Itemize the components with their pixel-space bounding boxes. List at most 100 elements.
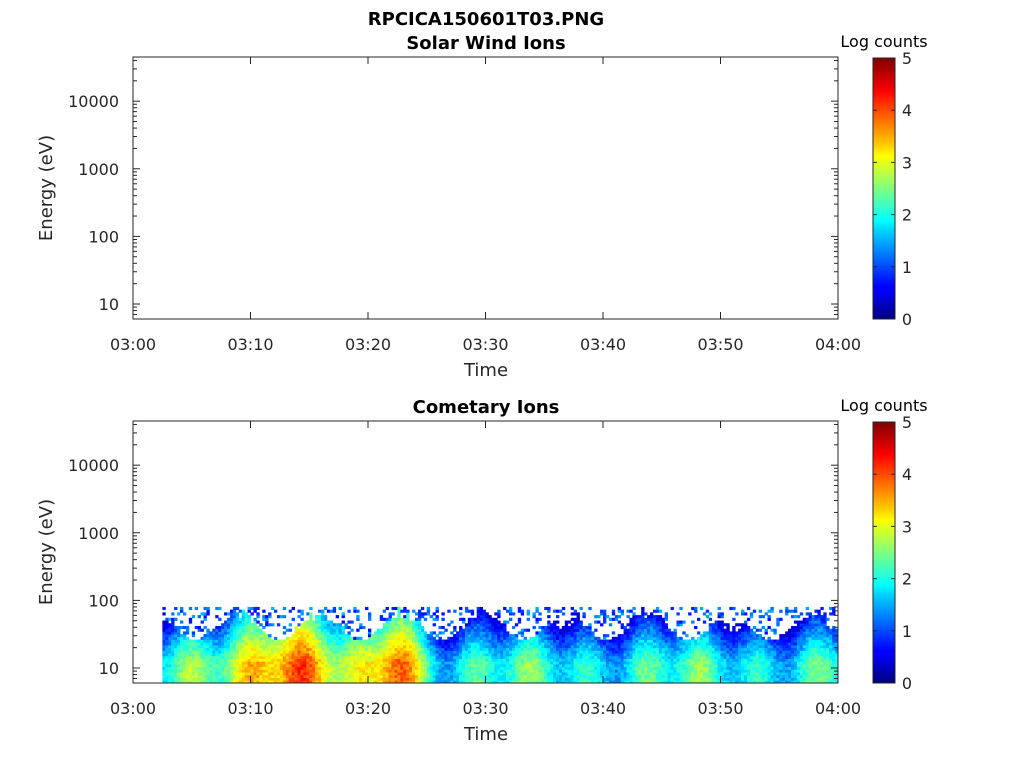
spectrogram-cell: [241, 615, 246, 619]
spectrogram-cell: [732, 642, 736, 646]
spectrogram-cell: [699, 680, 704, 683]
spectrogram-cell: [641, 628, 645, 632]
spectrogram-cell: [746, 631, 751, 635]
spectrogram-cell: [670, 650, 674, 654]
spectrogram-cell: [717, 677, 721, 681]
spectrogram-cell: [632, 615, 636, 619]
spectrogram-cell: [174, 663, 178, 668]
spectrogram-cell: [585, 661, 589, 665]
spectrogram-cell: [197, 639, 201, 643]
spectrogram-cell: [406, 674, 410, 678]
spectrogram-cell: [409, 644, 413, 649]
spectrogram-cell: [556, 615, 560, 619]
spectrogram-cell: [761, 639, 765, 643]
spectrogram-cell: [553, 658, 557, 662]
spectrogram-cell: [291, 650, 295, 654]
spectrogram-cell: [415, 636, 419, 640]
spectrogram-cell: [423, 674, 428, 678]
spectrogram-cell: [329, 653, 334, 657]
spectrogram-cell: [332, 674, 337, 678]
spectrogram-cell: [244, 625, 248, 630]
spectrogram-cell: [168, 655, 172, 659]
spectrogram-cell: [403, 647, 407, 651]
spectrogram-cell: [385, 650, 389, 654]
spectrogram-cell: [274, 666, 278, 670]
spectrogram-cell: [764, 680, 768, 683]
spectrogram-cell: [788, 653, 792, 657]
spectrogram-cell: [423, 612, 428, 616]
spectrogram-cell: [506, 650, 510, 654]
spectrogram-cell: [520, 655, 525, 659]
spectrogram-cell: [365, 639, 369, 643]
spectrogram-cell: [215, 647, 219, 651]
spectrogram-cell: [494, 634, 498, 638]
spectrogram-cell: [746, 672, 751, 676]
spectrogram-cell: [444, 642, 448, 646]
spectrogram-cell: [535, 663, 539, 668]
spectrogram-cell: [356, 672, 360, 676]
spectrogram-cell: [188, 653, 193, 657]
spectrogram-cell: [315, 666, 319, 670]
spectrogram-cell: [464, 674, 469, 678]
spectrogram-cell: [494, 612, 498, 616]
spectrogram-cell: [200, 642, 204, 646]
spectrogram-cell: [697, 661, 701, 665]
spectrogram-cell: [514, 674, 519, 678]
spectrogram-cell: [694, 655, 698, 659]
spectrogram-cell: [420, 631, 425, 635]
spectrogram-cell: [547, 674, 551, 678]
spectrogram-cell: [326, 650, 331, 654]
spectrogram-cell: [509, 674, 513, 678]
spectrogram-cell: [200, 636, 204, 640]
spectrogram-cell: [274, 661, 278, 665]
spectrogram-cell: [229, 609, 234, 613]
spectrogram-cell: [585, 677, 589, 681]
spectrogram-cell: [326, 623, 331, 627]
spectrogram-cell: [200, 628, 204, 632]
spectrogram-cell: [188, 620, 193, 624]
spectrogram-cell: [294, 642, 298, 646]
spectrogram-cell: [594, 653, 598, 657]
spectrogram-cell: [303, 655, 307, 659]
spectrogram-cell: [491, 661, 495, 665]
spectrogram-cell: [203, 642, 207, 646]
spectrogram-cell: [235, 617, 240, 621]
spectrogram-cell: [288, 642, 293, 646]
spectrogram-cell: [370, 647, 375, 651]
spectrogram-cell: [297, 642, 301, 646]
spectrogram-cell: [655, 634, 660, 638]
spectrogram-cell: [697, 674, 701, 678]
spectrogram-cell: [253, 617, 257, 621]
spectrogram-cell: [782, 644, 786, 649]
spectrogram-cell: [793, 672, 798, 676]
spectrogram-cell: [579, 655, 583, 659]
spectrogram-cell: [623, 628, 627, 632]
spectrogram-cell: [752, 644, 757, 649]
spectrogram-cell: [579, 666, 583, 670]
spectrogram-cell: [312, 655, 316, 659]
spectrogram-cell: [632, 636, 636, 640]
spectrogram-cell: [708, 642, 713, 646]
spectrogram-cell: [462, 655, 466, 659]
spectrogram-cell: [232, 674, 237, 678]
spectrogram-cell: [567, 669, 572, 673]
spectrogram-cell: [597, 653, 601, 657]
spectrogram-cell: [588, 677, 592, 681]
spectrogram-cell: [535, 631, 539, 635]
spectrogram-cell: [185, 625, 190, 630]
spectrogram-cell: [741, 636, 745, 640]
spectrogram-cell: [309, 631, 313, 635]
spectrogram-cell: [523, 636, 528, 640]
spectrogram-cell: [200, 663, 204, 668]
spectrogram-cell: [564, 680, 569, 683]
spectrogram-cell: [403, 674, 407, 678]
spectrogram-cell: [315, 625, 319, 630]
spectrogram-cell: [285, 680, 290, 683]
spectrogram-cell: [506, 677, 510, 681]
spectrogram-cell: [535, 653, 539, 657]
spectrogram-cell: [247, 642, 251, 646]
spectrogram-cell: [720, 655, 724, 659]
spectrogram-cell: [227, 634, 231, 638]
spectrogram-cell: [767, 639, 771, 643]
spectrogram-cell: [379, 661, 384, 665]
